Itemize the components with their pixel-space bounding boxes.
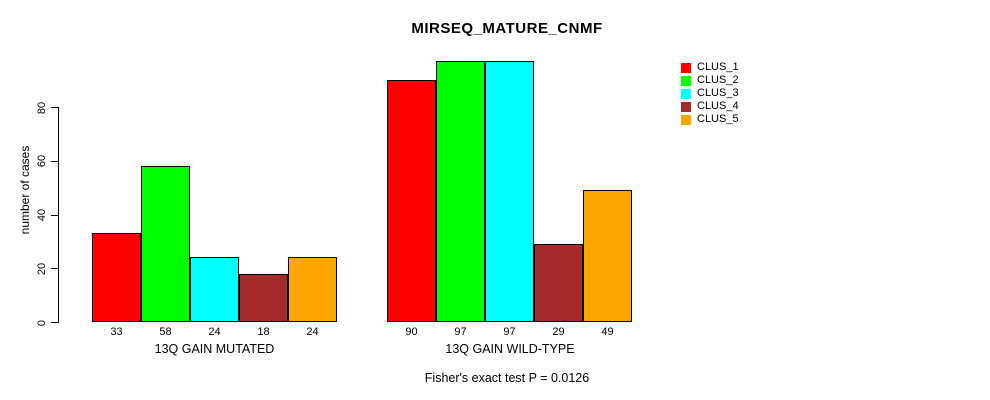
y-axis-tick bbox=[51, 268, 58, 270]
y-axis-tick bbox=[51, 214, 58, 216]
group-label-mutated: 13Q GAIN MUTATED bbox=[154, 342, 275, 356]
pvalue-text: Fisher's exact test P = 0.0126 bbox=[424, 371, 590, 385]
legend-item: CLUS_1 bbox=[681, 61, 739, 74]
bar-clus_3 bbox=[190, 257, 239, 322]
legend-label: CLUS_5 bbox=[697, 113, 739, 125]
bar-clus_1 bbox=[92, 233, 141, 322]
bar-value-label: 24 bbox=[208, 326, 221, 338]
y-axis-tick-label: 80 bbox=[36, 101, 48, 114]
y-axis-tick bbox=[51, 160, 58, 162]
bar-clus_5 bbox=[583, 190, 632, 322]
legend-swatch-clus_1 bbox=[681, 62, 691, 73]
legend-item: CLUS_3 bbox=[681, 87, 739, 100]
bar-clus_2 bbox=[141, 166, 190, 322]
legend-label: CLUS_2 bbox=[697, 74, 739, 86]
bar-clus_4 bbox=[239, 274, 288, 322]
y-axis-label: number of cases bbox=[18, 145, 32, 235]
bar-value-label: 29 bbox=[552, 326, 565, 338]
y-axis-tick bbox=[51, 107, 58, 108]
legend-label: CLUS_1 bbox=[697, 61, 739, 73]
bar-clus_1 bbox=[387, 80, 436, 322]
legend-swatch-clus_4 bbox=[681, 101, 691, 112]
legend-item: CLUS_5 bbox=[681, 113, 739, 126]
bar-value-label: 58 bbox=[159, 326, 172, 338]
y-axis-tick-label: 0 bbox=[36, 319, 48, 326]
bar-clus_4 bbox=[534, 244, 583, 322]
bar-clus_3 bbox=[485, 61, 534, 322]
legend-label: CLUS_4 bbox=[697, 100, 739, 112]
y-axis-tick-label: 40 bbox=[36, 208, 48, 222]
legend-swatch-clus_3 bbox=[681, 88, 691, 99]
y-axis-line bbox=[58, 107, 59, 323]
legend-swatch-clus_2 bbox=[681, 75, 691, 86]
bar-value-label: 33 bbox=[110, 326, 123, 338]
bar-clus_2 bbox=[436, 61, 485, 322]
group-label-wild-type: 13Q GAIN WILD-TYPE bbox=[445, 342, 575, 356]
chart-title: MIRSEQ_MATURE_CNMF bbox=[411, 20, 603, 37]
legend-item: CLUS_4 bbox=[681, 100, 739, 113]
bar-value-label: 49 bbox=[601, 326, 614, 338]
y-axis-tick bbox=[51, 322, 58, 323]
legend: CLUS_1 CLUS_2 CLUS_3 CLUS_4 CLUS_5 bbox=[681, 61, 739, 126]
legend-label: CLUS_3 bbox=[697, 87, 739, 99]
bar-value-label: 24 bbox=[306, 326, 319, 338]
legend-swatch-clus_5 bbox=[681, 114, 691, 125]
legend-item: CLUS_2 bbox=[681, 74, 739, 87]
bar-value-label: 90 bbox=[405, 326, 418, 338]
bar-clus_5 bbox=[288, 257, 337, 322]
bar-value-label: 18 bbox=[257, 326, 270, 338]
y-axis-tick-label: 20 bbox=[36, 262, 48, 275]
bar-value-label: 97 bbox=[503, 326, 516, 338]
bar-value-label: 97 bbox=[454, 326, 467, 338]
y-axis-tick-label: 60 bbox=[36, 155, 48, 168]
